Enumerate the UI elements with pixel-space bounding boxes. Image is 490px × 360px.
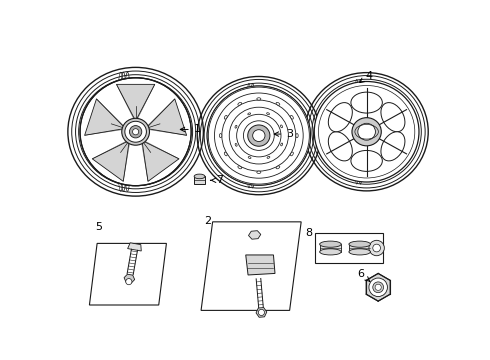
Polygon shape: [85, 99, 125, 135]
Ellipse shape: [352, 118, 381, 146]
Text: 4: 4: [360, 71, 372, 82]
Ellipse shape: [248, 157, 251, 158]
Polygon shape: [366, 274, 390, 301]
Ellipse shape: [349, 241, 370, 247]
Ellipse shape: [126, 279, 132, 285]
Ellipse shape: [349, 249, 370, 255]
Ellipse shape: [258, 309, 265, 315]
Ellipse shape: [373, 244, 381, 252]
Circle shape: [375, 284, 381, 291]
Text: 5: 5: [95, 222, 102, 232]
Ellipse shape: [257, 98, 261, 100]
Ellipse shape: [122, 118, 149, 145]
Ellipse shape: [281, 143, 283, 146]
Ellipse shape: [296, 134, 298, 138]
Polygon shape: [117, 84, 155, 121]
Ellipse shape: [257, 171, 261, 174]
Ellipse shape: [358, 123, 375, 140]
Text: 8: 8: [306, 228, 313, 238]
Ellipse shape: [276, 166, 280, 169]
Text: 6: 6: [358, 269, 370, 282]
Ellipse shape: [291, 116, 294, 119]
Text: 7: 7: [210, 175, 223, 185]
Ellipse shape: [280, 125, 283, 128]
Ellipse shape: [235, 125, 237, 128]
Ellipse shape: [238, 166, 242, 169]
Circle shape: [369, 278, 388, 297]
Ellipse shape: [276, 102, 280, 105]
Polygon shape: [92, 140, 129, 181]
Ellipse shape: [125, 121, 147, 142]
Ellipse shape: [381, 103, 405, 132]
Ellipse shape: [194, 174, 205, 179]
Text: 1: 1: [180, 125, 201, 134]
Ellipse shape: [238, 102, 242, 105]
Ellipse shape: [80, 78, 191, 186]
Ellipse shape: [253, 130, 265, 141]
Ellipse shape: [328, 132, 352, 161]
Polygon shape: [89, 243, 167, 305]
Ellipse shape: [224, 152, 227, 156]
Ellipse shape: [319, 249, 341, 255]
Ellipse shape: [132, 129, 139, 135]
Ellipse shape: [317, 84, 416, 180]
Ellipse shape: [235, 143, 237, 146]
Circle shape: [373, 282, 384, 293]
Ellipse shape: [224, 116, 227, 119]
Polygon shape: [201, 222, 301, 310]
Ellipse shape: [220, 134, 222, 138]
Ellipse shape: [291, 152, 294, 156]
Polygon shape: [256, 307, 267, 317]
Text: 3: 3: [274, 129, 293, 139]
Polygon shape: [315, 233, 383, 263]
Ellipse shape: [369, 240, 384, 256]
Polygon shape: [146, 99, 187, 135]
Ellipse shape: [129, 126, 142, 138]
Ellipse shape: [314, 81, 419, 182]
Polygon shape: [124, 274, 135, 283]
Polygon shape: [245, 255, 275, 275]
Ellipse shape: [328, 103, 352, 132]
Polygon shape: [127, 243, 141, 251]
Ellipse shape: [351, 150, 382, 171]
Polygon shape: [248, 231, 261, 239]
Ellipse shape: [319, 241, 341, 247]
Ellipse shape: [267, 156, 270, 158]
Ellipse shape: [207, 86, 311, 185]
Polygon shape: [142, 140, 179, 181]
Ellipse shape: [351, 92, 382, 113]
Ellipse shape: [248, 113, 250, 115]
Polygon shape: [319, 244, 341, 252]
Ellipse shape: [81, 79, 190, 184]
Polygon shape: [349, 244, 370, 252]
Polygon shape: [194, 176, 205, 184]
Text: 2: 2: [204, 216, 211, 226]
Ellipse shape: [381, 132, 405, 161]
Ellipse shape: [267, 113, 270, 114]
Ellipse shape: [248, 125, 270, 146]
